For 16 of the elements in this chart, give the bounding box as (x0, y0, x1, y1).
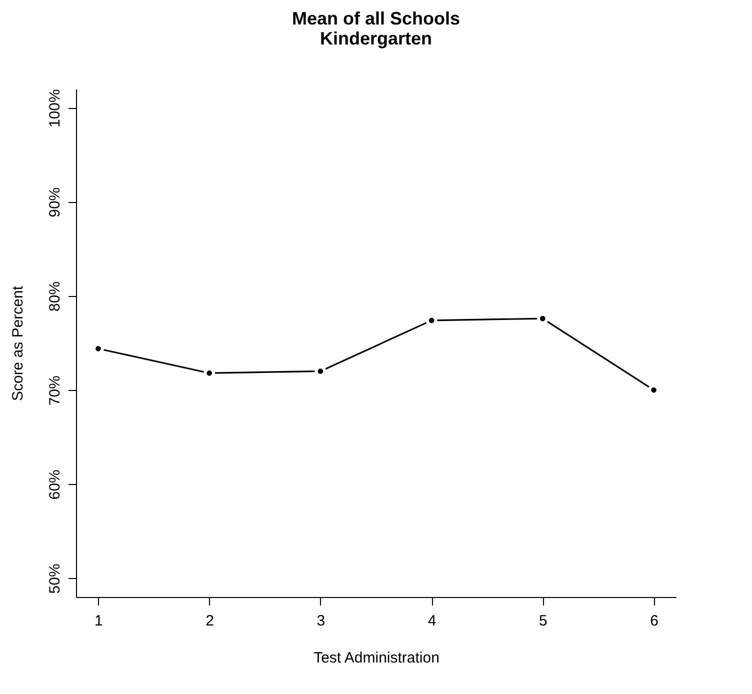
x-tick-label: 2 (206, 612, 214, 630)
x-tick-label: 3 (316, 612, 326, 630)
x-tick-label: 5 (538, 612, 548, 630)
y-tick-label: 80% (46, 281, 64, 312)
y-axis-title: Score as Percent (10, 285, 26, 402)
y-tick-label: 70% (46, 376, 64, 406)
y-tick-label: 100% (46, 89, 64, 128)
y-tick-label: 50% (46, 564, 64, 594)
chart-title: Mean of all Schools (292, 8, 460, 29)
y-tick-label: 90% (46, 187, 64, 218)
x-axis-title: Test Administration (314, 650, 440, 666)
x-tick-label: 1 (94, 612, 103, 630)
chart-subtitle: Kindergarten (320, 28, 432, 49)
x-tick-label: 6 (650, 612, 658, 630)
x-tick-label: 4 (428, 612, 436, 630)
y-tick-label: 60% (46, 470, 64, 500)
